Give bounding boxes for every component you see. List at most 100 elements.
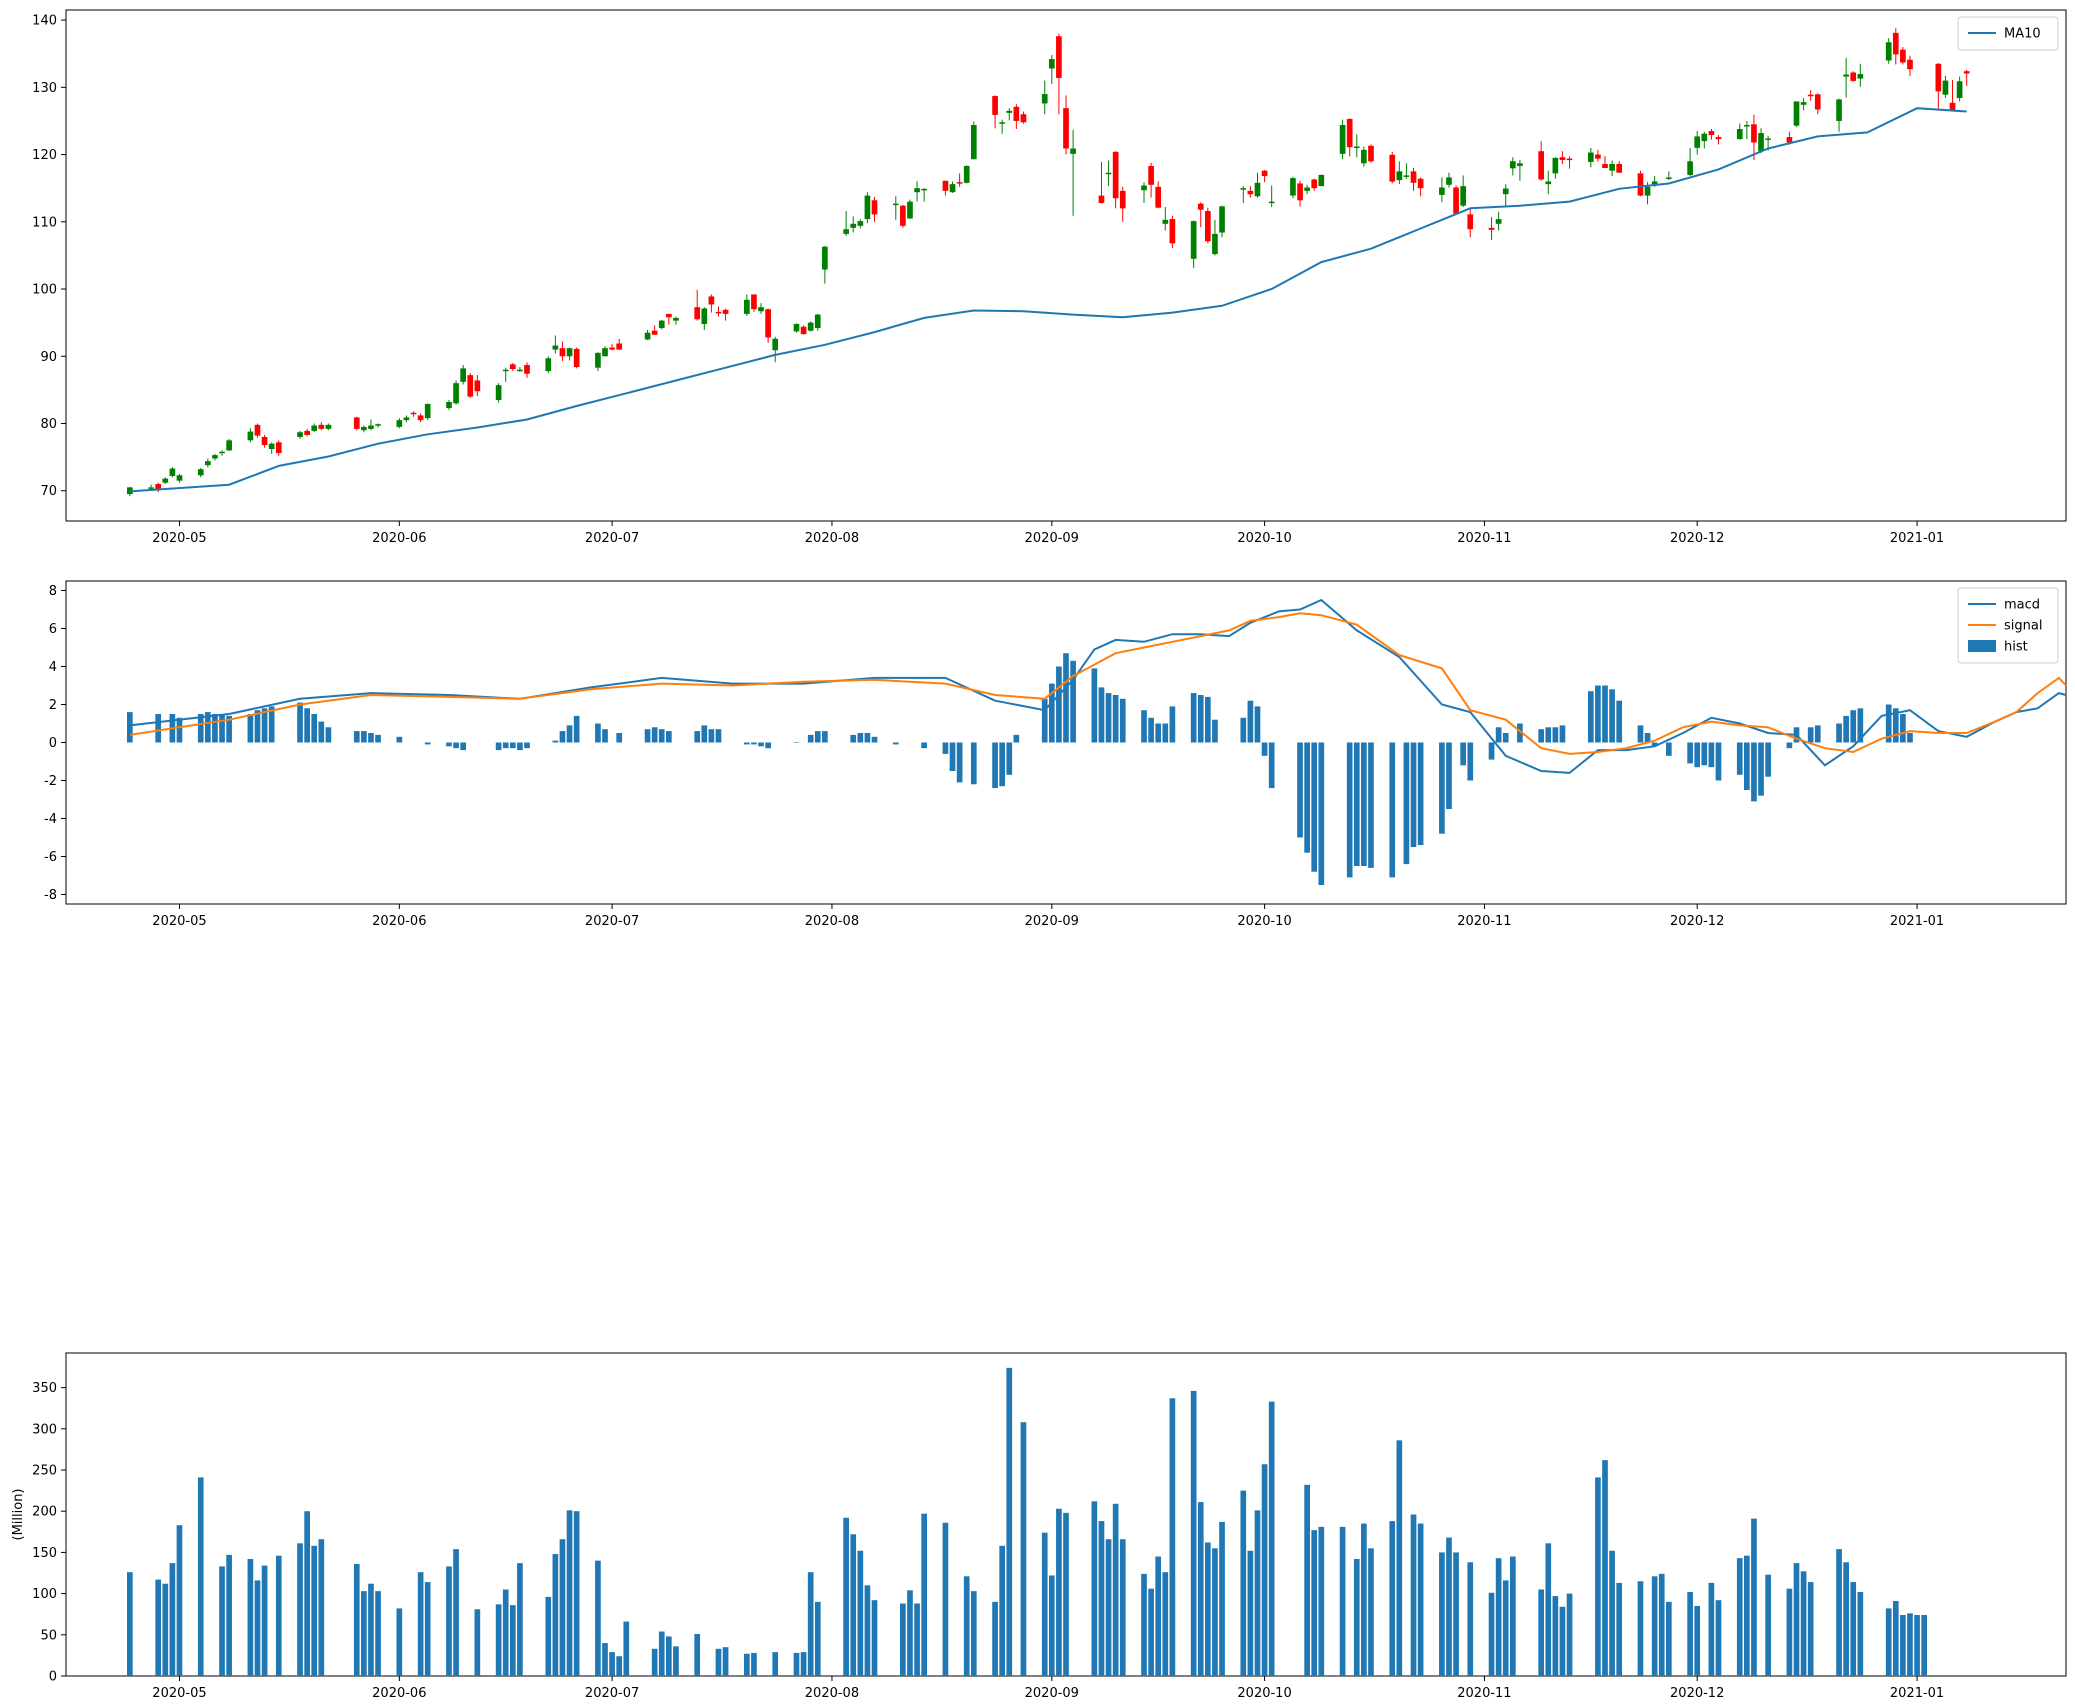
x-tick-label: 2020-05 [152, 531, 206, 546]
volume-bar [304, 1511, 310, 1676]
hist-bar [495, 742, 502, 751]
hist-bar [1495, 727, 1502, 743]
x-tick-label: 2020-07 [585, 914, 639, 929]
y-tick-label: 350 [32, 1381, 57, 1396]
x-tick-label: 2020-09 [1025, 1686, 1079, 1701]
candle-body [822, 246, 828, 270]
candle-body [1644, 186, 1651, 196]
hist-bar [453, 742, 459, 749]
candle-body [1410, 171, 1417, 183]
volume-bar [566, 1510, 573, 1676]
candle-body [1800, 102, 1807, 105]
candle-body [1439, 187, 1445, 195]
candle-body [502, 369, 509, 372]
candle-body [1900, 49, 1906, 63]
volume-bar [595, 1560, 601, 1676]
volume-bar [1396, 1440, 1403, 1676]
candle-body [1949, 102, 1956, 111]
volume-bar [871, 1600, 878, 1676]
volume-bar [1041, 1532, 1048, 1676]
hist-bar [751, 742, 757, 745]
hist-bar [807, 734, 814, 743]
candle-body [1687, 161, 1693, 175]
volume-bar [1112, 1503, 1119, 1676]
hist-bar [956, 742, 963, 783]
hist-bar [1297, 742, 1303, 838]
hist-bar [1013, 734, 1020, 743]
volume-bar [864, 1585, 871, 1676]
hist-bar [460, 742, 466, 751]
candle-body [1666, 177, 1672, 179]
hist-bar [1765, 742, 1771, 777]
volume-bar [502, 1589, 509, 1676]
hist-bar [396, 736, 403, 743]
candle-body [1119, 190, 1126, 209]
hist-bar [559, 731, 566, 743]
hist-bar [353, 731, 360, 743]
x-tick-label: 2020-08 [805, 1686, 859, 1701]
candle-body [1155, 186, 1162, 208]
candle-body [1112, 151, 1119, 199]
volume-bar [722, 1647, 729, 1676]
volume-bar [368, 1583, 374, 1676]
volume-bar [1807, 1582, 1814, 1676]
volume-bar [1907, 1613, 1913, 1676]
volume-bar [1666, 1601, 1672, 1676]
volume-bar [850, 1534, 857, 1676]
hist-bar [1651, 742, 1658, 747]
hist-bar [1559, 725, 1566, 743]
hist-bar [205, 712, 211, 743]
hist-bar [942, 742, 949, 754]
hist-bar [1155, 723, 1162, 743]
candle-body [843, 229, 849, 234]
hist-bar [857, 733, 864, 743]
candle-body [949, 184, 956, 193]
x-tick-label: 2020-10 [1237, 531, 1291, 546]
hist-bar [1006, 742, 1013, 775]
volume-bar [1921, 1615, 1927, 1676]
hist-bar [1162, 723, 1169, 743]
hist-bar [694, 731, 701, 743]
volume-bar [375, 1591, 381, 1676]
hist-bar [1744, 742, 1750, 790]
x-tick-label: 2020-05 [152, 914, 206, 929]
candle-body [460, 368, 466, 382]
candle-body [722, 309, 729, 314]
candle-body [1190, 221, 1197, 259]
volume-bar [219, 1566, 225, 1676]
volume-bar [1744, 1555, 1750, 1676]
hist-bar [1460, 742, 1466, 766]
hist-bar [1318, 742, 1325, 885]
candle-body [1318, 174, 1325, 187]
volume-bar [1616, 1582, 1623, 1676]
hist-bar [1701, 742, 1708, 766]
volume-bar [155, 1579, 162, 1676]
candle-body [509, 364, 516, 370]
candle-body [169, 468, 176, 476]
hist-bar [814, 731, 821, 743]
volume-bar [1219, 1521, 1225, 1676]
candle-body [1701, 133, 1708, 142]
hist-bar [1098, 687, 1105, 743]
candle-body [744, 299, 750, 314]
volume-bar [921, 1513, 927, 1676]
candle-body [999, 122, 1006, 124]
candle-body [368, 425, 374, 429]
volume-bar [900, 1603, 906, 1676]
x-tick-label: 2021-01 [1890, 914, 1944, 929]
volume-bar [843, 1517, 849, 1676]
volume-bar [1361, 1523, 1367, 1676]
hist-bar [1417, 742, 1424, 846]
hist-bar [566, 725, 573, 743]
hist-bar [1112, 695, 1119, 743]
candle-body [666, 313, 672, 318]
candle-body [566, 348, 573, 357]
candle-body [1807, 94, 1814, 97]
candle-body [1836, 99, 1842, 121]
hist-bar [573, 715, 580, 743]
volume-bar [1687, 1591, 1693, 1676]
candle-body [219, 451, 225, 454]
hist-bar [1197, 695, 1204, 743]
volume-bar [609, 1652, 615, 1676]
volume-bar [999, 1545, 1006, 1676]
